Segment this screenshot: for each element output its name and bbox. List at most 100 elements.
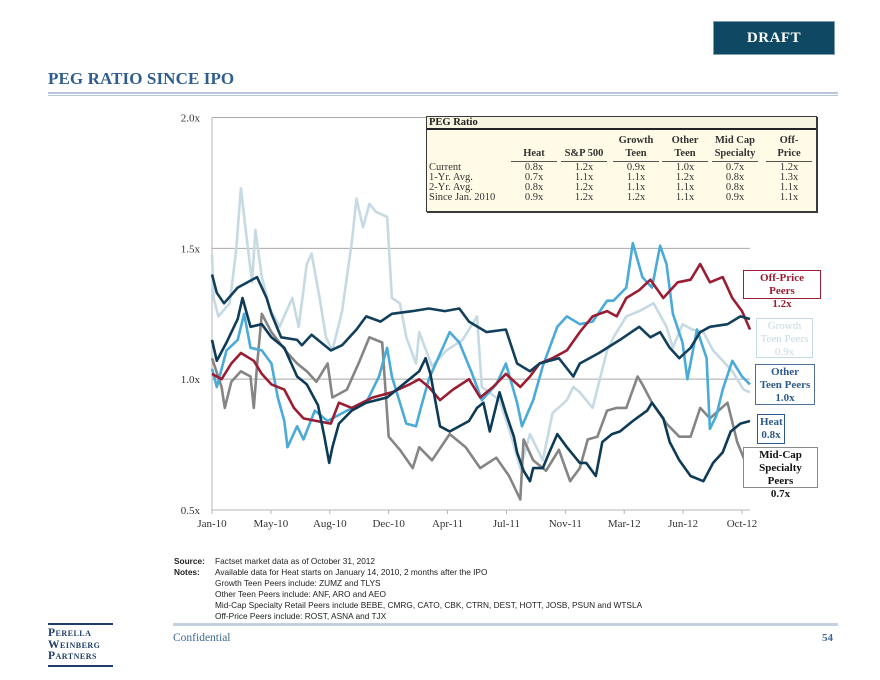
- table-cell: 1.2x: [675, 172, 695, 183]
- table-cell: 1.2x: [626, 192, 646, 203]
- table-cell: 0.8x: [725, 172, 745, 183]
- title-divider: [48, 92, 838, 94]
- table-row-label: Since Jan. 2010: [429, 192, 496, 203]
- x-tick-label: May-10: [253, 518, 288, 530]
- table-cell: 1.1x: [779, 182, 799, 193]
- y-tick-label: 0.5x: [181, 505, 201, 517]
- series-label-name: Mid-Cap Specialty Peers: [759, 449, 802, 487]
- column-header: Off- Price: [766, 130, 812, 162]
- logo-line: Perella: [48, 627, 92, 639]
- x-tick-label: Mar-12: [608, 518, 641, 530]
- column-header-line: Growth: [618, 135, 654, 146]
- x-tick-label: Dec-10: [372, 518, 405, 530]
- series-line-offprice: [211, 262, 752, 425]
- company-logo: Perella Weinberg Partners: [48, 623, 113, 667]
- table-cell: 1.2x: [574, 182, 594, 193]
- table-row-label: 2-Yr. Avg.: [429, 182, 473, 193]
- x-tick-label: Jan-10: [197, 518, 227, 530]
- series-label-heat: Heat 0.8x: [757, 414, 785, 444]
- series-label-growth-teen: Growth Teen Peers 0.9x: [756, 318, 813, 358]
- series-label-value: 0.8x: [761, 429, 781, 441]
- column-header-line: Teen: [674, 148, 696, 159]
- x-tick-label: Jun-12: [668, 518, 698, 530]
- table-cell: 1.0x: [675, 162, 695, 173]
- series-line-heat: [210, 296, 751, 483]
- table-row-label: 1-Yr. Avg.: [429, 172, 473, 183]
- series-label-name: Growth Teen Peers: [760, 320, 809, 345]
- y-axis-ticks: 0.5x 1.0x 1.5x 2.0x: [181, 113, 201, 518]
- column-header: Growth Teen: [613, 130, 659, 162]
- column-header-line: Specialty: [714, 148, 756, 159]
- series-label-other-teen: Other Teen Peers 1.0x: [755, 364, 815, 405]
- note-line: Off-Price Peers include: ROST, ASNA and …: [215, 611, 387, 621]
- x-tick-label: Jul-11: [493, 518, 520, 530]
- column-header-line: Teen: [625, 148, 647, 159]
- y-tick-label: 1.0x: [181, 374, 201, 386]
- y-tick-label: 1.5x: [181, 243, 201, 255]
- table-cell: 1.1x: [675, 192, 695, 203]
- table-title: PEG Ratio: [427, 117, 816, 130]
- table-cell: 1.1x: [779, 192, 799, 203]
- page-number: 54: [822, 632, 833, 644]
- footer-divider: [173, 623, 838, 626]
- page-title: PEG RATIO SINCE IPO: [48, 69, 235, 88]
- series-label-mid-cap: Mid-Cap Specialty Peers 0.7x: [743, 447, 818, 500]
- x-axis-ticks: Jan-10 May-10 Aug-10 Dec-10 Apr-11 Jul-11 Nov-…: [197, 510, 757, 530]
- series-lines: [210, 186, 752, 501]
- x-tick-label: Nov-11: [549, 518, 582, 530]
- note-line: Growth Teen Peers include: ZUMZ and TLYS: [215, 578, 381, 588]
- table-cell: 1.2x: [779, 162, 799, 173]
- x-tick-label: Aug-10: [313, 518, 347, 530]
- column-header: Other Teen: [662, 130, 708, 162]
- table-cell: 0.7x: [725, 162, 745, 173]
- x-tick-label: Oct-12: [727, 518, 758, 530]
- series-label-value: 1.0x: [775, 392, 795, 404]
- peg-ratio-table: PEG Ratio Heat S&P 500 Growth Teen Other Teen…: [426, 116, 817, 212]
- column-header-line: Off-: [779, 135, 799, 146]
- series-label-name: Other Teen Peers: [759, 366, 811, 391]
- series-label-off-price: Off-Price Peers 1.2x: [743, 270, 821, 310]
- table-cell: 1.1x: [626, 172, 646, 183]
- source-key: Source:: [174, 556, 205, 566]
- column-header: Mid Cap Specialty: [712, 130, 758, 162]
- series-label-value: 1.2x: [772, 298, 792, 310]
- peg-ratio-chart: 0.5x 1.0x 1.5x 2.0x Jan-10 May-10 Aug-10 Dec-1…: [181, 113, 758, 531]
- series-label-name: Off-Price Peers: [760, 272, 804, 297]
- column-header-line: Price: [777, 148, 801, 159]
- table-cell: 0.8x: [524, 182, 544, 193]
- column-header-line: S&P 500: [564, 148, 604, 159]
- table-cell: 0.9x: [725, 192, 745, 203]
- logo-line: Partners: [48, 650, 97, 662]
- table-cell: 1.2x: [574, 162, 594, 173]
- table-cell: 0.7x: [524, 172, 544, 183]
- column-header-line: Heat: [523, 148, 545, 159]
- table-cell: 1.2x: [574, 192, 594, 203]
- note-line: Other Teen Peers include: ANF, ARO and A…: [215, 589, 386, 599]
- table-cell: 1.3x: [779, 172, 799, 183]
- notes-key: Notes:: [174, 567, 200, 577]
- column-header: S&P 500: [561, 130, 607, 162]
- table-cell: 1.1x: [574, 172, 594, 183]
- title-divider-secondary: [48, 95, 838, 96]
- source-text: Factset market data as of October 31, 20…: [215, 556, 376, 566]
- column-header-line: Other: [671, 135, 699, 146]
- column-header: Heat: [511, 130, 557, 162]
- table-row-label: Current: [429, 162, 462, 173]
- table-cell: 0.8x: [725, 182, 745, 193]
- table-cell: 0.9x: [524, 192, 544, 203]
- column-header-line: Mid Cap: [715, 135, 755, 146]
- x-tick-label: Apr-11: [432, 518, 463, 530]
- confidential-label: Confidential: [173, 632, 231, 644]
- table-cell: 1.1x: [675, 182, 695, 193]
- note-line: Available data for Heat starts on Januar…: [215, 567, 488, 577]
- table-cell: 1.1x: [626, 182, 646, 193]
- table-cell: 0.9x: [626, 162, 646, 173]
- note-line: Mid-Cap Specialty Retail Peers include B…: [215, 600, 643, 610]
- table-cell: 0.8x: [524, 162, 544, 173]
- y-tick-label: 2.0x: [181, 113, 201, 125]
- series-label-value: 0.7x: [770, 488, 791, 500]
- logo-line: Weinberg: [48, 638, 101, 651]
- draft-badge: DRAFT: [713, 21, 835, 55]
- series-label-value: 0.9x: [774, 346, 795, 358]
- series-label-name: Heat: [760, 416, 783, 428]
